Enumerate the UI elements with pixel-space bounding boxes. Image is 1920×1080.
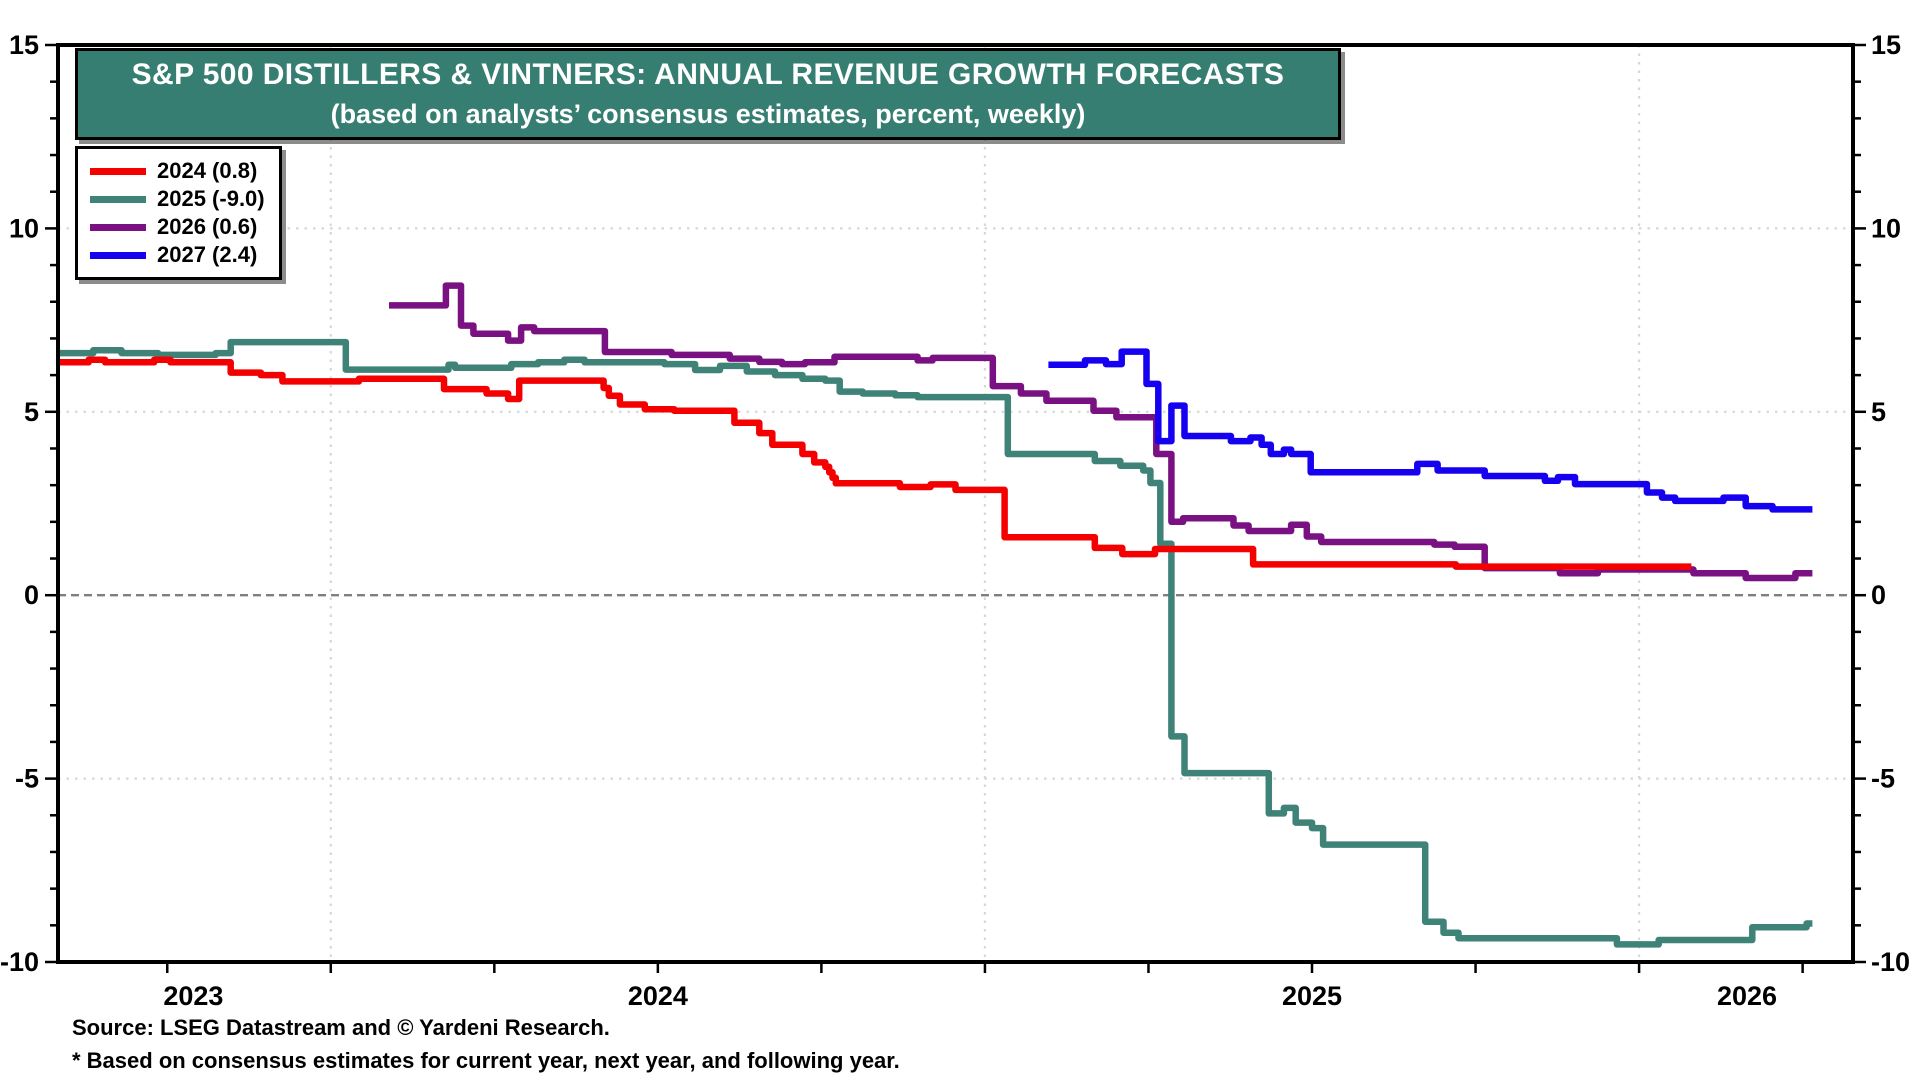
y-tick-label-left--10: -10	[0, 947, 39, 977]
legend-swatch-2027	[90, 251, 146, 259]
x-tick-label-2026: 2026	[1717, 981, 1777, 1011]
y-tick-label-right-5: 5	[1871, 397, 1886, 427]
legend-label-2025: 2025 (-9.0)	[157, 186, 265, 211]
legend-item-2027: 2027 (2.4)	[90, 241, 265, 269]
y-tick-label-right-10: 10	[1871, 213, 1901, 243]
plot-frame	[56, 43, 1855, 964]
y-tick-label-right--10: -10	[1871, 947, 1910, 977]
title-banner: S&P 500 DISTILLERS & VINTNERS: ANNUAL RE…	[75, 48, 1341, 140]
legend-item-2026: 2026 (0.6)	[90, 213, 265, 241]
y-tick-label-left-10: 10	[9, 213, 39, 243]
footnote-text: * Based on consensus estimates for curre…	[72, 1048, 900, 1073]
y-tick-label-left-0: 0	[24, 580, 39, 610]
legend-box: 2024 (0.8) 2025 (-9.0) 2026 (0.6) 2027 (2.4…	[75, 146, 282, 280]
source-text: Source: LSEG Datastream and © Yardeni Re…	[72, 1015, 610, 1040]
series-line-2027	[1048, 348, 1813, 513]
x-tick-label-2025: 2025	[1282, 981, 1342, 1011]
series-line-2024	[58, 356, 1692, 570]
chart-subtitle: (based on analysts’ consensus estimates,…	[330, 99, 1086, 129]
legend-swatch-2025	[90, 195, 146, 203]
y-tick-label-left--5: -5	[15, 764, 39, 794]
series-line-2026	[389, 282, 1813, 582]
y-tick-label-left-5: 5	[24, 397, 39, 427]
legend-item-2025: 2025 (-9.0)	[90, 185, 265, 213]
x-tick-label-2023: 2023	[163, 981, 223, 1011]
chart-title: S&P 500 DISTILLERS & VINTNERS: ANNUAL RE…	[131, 58, 1285, 91]
legend-item-2024: 2024 (0.8)	[90, 157, 265, 185]
legend-swatch-2024	[90, 167, 146, 175]
legend-swatch-2026	[90, 223, 146, 231]
y-tick-label-right-15: 15	[1871, 30, 1901, 60]
y-tick-label-left-15: 15	[9, 30, 39, 60]
x-tick-label-2024: 2024	[628, 981, 688, 1011]
legend-label-2026: 2026 (0.6)	[157, 214, 258, 239]
series-line-2025	[58, 338, 1813, 948]
y-tick-label-right-0: 0	[1871, 580, 1886, 610]
y-tick-label-right--5: -5	[1871, 764, 1895, 794]
legend-label-2024: 2024 (0.8)	[157, 158, 258, 183]
legend-label-2027: 2027 (2.4)	[157, 242, 258, 267]
